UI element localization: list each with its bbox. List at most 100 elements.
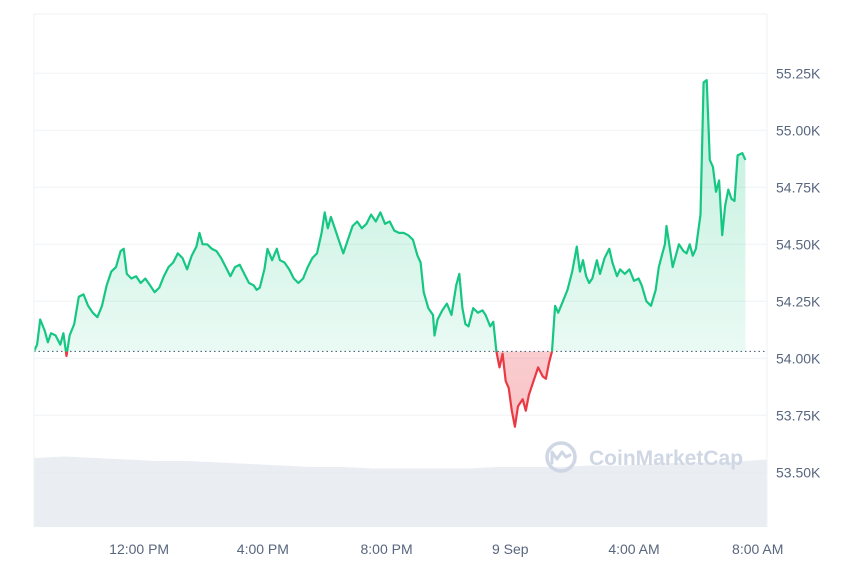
data-point[interactable] <box>345 237 350 242</box>
data-point[interactable] <box>693 246 698 251</box>
data-point[interactable] <box>406 233 411 238</box>
data-point[interactable] <box>124 271 129 276</box>
data-point[interactable] <box>121 246 126 251</box>
data-point[interactable] <box>723 203 728 208</box>
data-point[interactable] <box>543 376 548 381</box>
data-point[interactable] <box>735 153 740 158</box>
data-point[interactable] <box>95 315 100 320</box>
data-point[interactable] <box>100 303 105 308</box>
data-point[interactable] <box>662 242 667 247</box>
data-point[interactable] <box>401 230 406 235</box>
data-point[interactable] <box>72 322 77 327</box>
data-point[interactable] <box>270 258 275 263</box>
data-point[interactable] <box>632 278 637 283</box>
data-point[interactable] <box>560 299 565 304</box>
data-point[interactable] <box>466 324 471 329</box>
data-point[interactable] <box>607 246 612 251</box>
data-point[interactable] <box>64 354 69 359</box>
data-point[interactable] <box>262 267 267 272</box>
data-point[interactable] <box>166 265 171 270</box>
data-point[interactable] <box>531 379 536 384</box>
data-point[interactable] <box>720 233 725 238</box>
data-point[interactable] <box>397 230 402 235</box>
data-point[interactable] <box>152 290 157 295</box>
data-point[interactable] <box>636 276 641 281</box>
data-point[interactable] <box>618 267 623 272</box>
data-point[interactable] <box>471 306 476 311</box>
data-point[interactable] <box>460 306 465 311</box>
data-point[interactable] <box>695 235 700 240</box>
data-point[interactable] <box>523 408 528 413</box>
data-point[interactable] <box>454 283 459 288</box>
data-point[interactable] <box>200 242 205 247</box>
data-point[interactable] <box>584 274 589 279</box>
data-point[interactable] <box>157 285 162 290</box>
data-point[interactable] <box>49 331 54 336</box>
data-point[interactable] <box>676 242 681 247</box>
data-point[interactable] <box>550 349 555 354</box>
data-point[interactable] <box>350 224 355 229</box>
data-point[interactable] <box>432 333 437 338</box>
data-point[interactable] <box>732 199 737 204</box>
data-point[interactable] <box>319 230 324 235</box>
data-point[interactable] <box>526 392 531 397</box>
data-point[interactable] <box>500 351 505 356</box>
data-point[interactable] <box>277 258 282 263</box>
data-point[interactable] <box>431 313 436 318</box>
data-point[interactable] <box>610 260 615 265</box>
data-point[interactable] <box>129 276 134 281</box>
data-point[interactable] <box>291 276 296 281</box>
data-point[interactable] <box>577 269 582 274</box>
data-point[interactable] <box>205 242 210 247</box>
data-point[interactable] <box>58 342 63 347</box>
data-point[interactable] <box>104 283 109 288</box>
data-point[interactable] <box>704 78 709 83</box>
data-point[interactable] <box>418 260 423 265</box>
data-point[interactable] <box>180 256 185 261</box>
data-point[interactable] <box>35 342 40 347</box>
data-point[interactable] <box>690 253 695 258</box>
data-point[interactable] <box>503 379 508 384</box>
data-point[interactable] <box>81 292 86 297</box>
data-point[interactable] <box>506 385 511 390</box>
data-point[interactable] <box>726 187 731 192</box>
data-point[interactable] <box>574 244 579 249</box>
data-point[interactable] <box>45 340 50 345</box>
data-point[interactable] <box>138 281 143 286</box>
data-point[interactable] <box>341 251 346 256</box>
data-point[interactable] <box>512 424 517 429</box>
data-point[interactable] <box>185 267 190 272</box>
data-point[interactable] <box>242 271 247 276</box>
data-point[interactable] <box>61 331 66 336</box>
data-point[interactable] <box>410 237 415 242</box>
data-point[interactable] <box>488 324 493 329</box>
data-point[interactable] <box>670 265 675 270</box>
data-point[interactable] <box>86 303 91 308</box>
data-point[interactable] <box>440 308 445 313</box>
data-point[interactable] <box>627 267 632 272</box>
data-point[interactable] <box>287 267 292 272</box>
data-point[interactable] <box>223 265 228 270</box>
data-point[interactable] <box>325 226 330 231</box>
data-point[interactable] <box>67 333 72 338</box>
data-point[interactable] <box>594 258 599 263</box>
data-point[interactable] <box>265 246 270 251</box>
data-point[interactable] <box>194 244 199 249</box>
data-point[interactable] <box>76 294 81 299</box>
data-point[interactable] <box>639 283 644 288</box>
data-point[interactable] <box>134 274 139 279</box>
data-point[interactable] <box>333 228 338 233</box>
data-point[interactable] <box>228 274 233 279</box>
data-point[interactable] <box>161 274 166 279</box>
data-point[interactable] <box>687 242 692 247</box>
data-point[interactable] <box>175 251 180 256</box>
data-point[interactable] <box>109 269 114 274</box>
data-point[interactable] <box>497 365 502 370</box>
data-point[interactable] <box>171 260 176 265</box>
data-point[interactable] <box>516 404 521 409</box>
data-point[interactable] <box>664 224 669 229</box>
data-point[interactable] <box>338 242 343 247</box>
data-point[interactable] <box>296 281 301 286</box>
data-point[interactable] <box>520 397 525 402</box>
